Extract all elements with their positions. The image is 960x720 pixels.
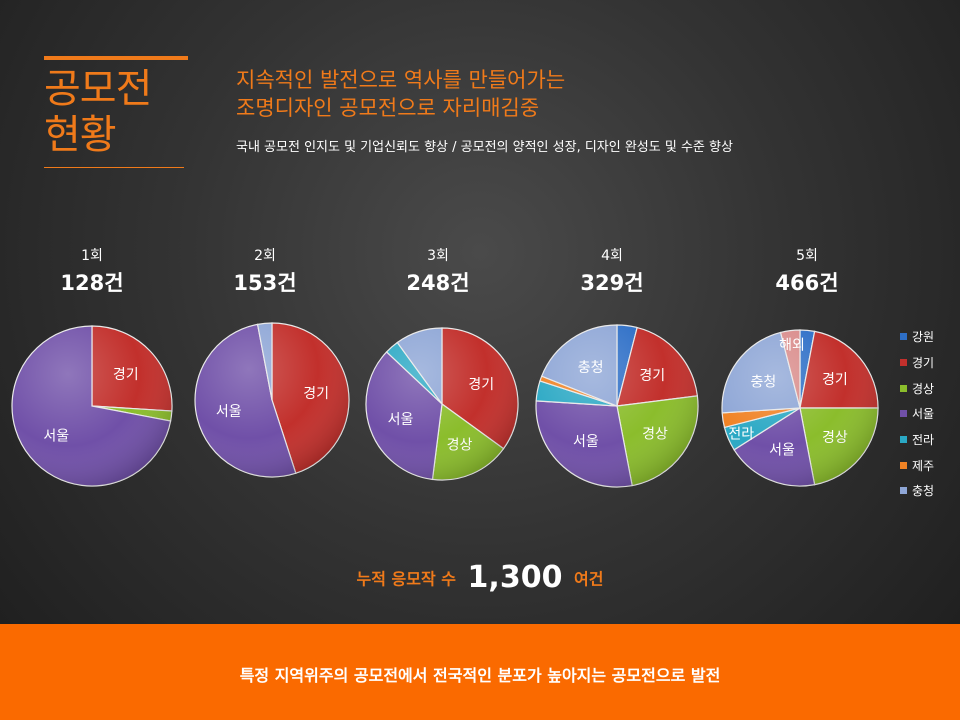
pie-round: 3회 (427, 248, 449, 264)
legend-label: 경기 (912, 356, 935, 371)
pie-round: 1회 (81, 248, 103, 264)
pie-header-5: 5회 466건 (737, 245, 877, 297)
legend-swatch (900, 359, 907, 367)
legend-item: 제주 (900, 452, 934, 478)
footer-banner (0, 624, 960, 720)
legend-label: 경상 (912, 381, 935, 396)
pie-count: 466건 (775, 271, 839, 295)
legend-label: 강원 (912, 330, 935, 345)
pie-header-4: 4회 329건 (542, 245, 682, 297)
pie-round: 5회 (796, 248, 818, 264)
legend-swatch (900, 384, 907, 392)
pie-gloss (722, 330, 878, 486)
pie-count: 153건 (233, 271, 297, 295)
pie-chart-4: 경기경상서울충청 (535, 324, 699, 488)
total-prefix: 누적 응모작 수 (356, 569, 456, 589)
pie-chart-5: 경기경상서울전라충청해외 (721, 329, 879, 487)
pie-count: 248건 (406, 271, 470, 295)
legend-swatch (900, 461, 907, 469)
legend-swatch (900, 436, 907, 444)
pie-gloss (12, 326, 172, 486)
pie-charts: 경기서울경기서울경기경상서울경기경상서울충청경기경상서울전라충청해외 (11, 322, 879, 488)
legend-item: 강원 (900, 324, 934, 350)
total-suffix: 여건 (574, 569, 604, 589)
total-value: 1,300 (467, 560, 563, 595)
pie-header-2: 2회 153건 (195, 245, 335, 297)
pie-count: 128건 (60, 271, 124, 295)
legend-label: 제주 (912, 458, 935, 473)
legend-swatch (900, 410, 907, 418)
legend-item: 경상 (900, 375, 934, 401)
title-underline (44, 167, 184, 168)
pie-gloss (195, 323, 349, 477)
pie-header-1: 1회 128건 (22, 245, 162, 297)
headline-line1: 지속적인 발전으로 역사를 만들어가는 (236, 68, 566, 92)
pie-header-3: 3회 248건 (368, 245, 508, 297)
page-title-line2: 현황 (44, 112, 117, 158)
legend-swatch (900, 487, 907, 495)
legend-item: 충청 (900, 478, 934, 504)
legend-item: 경기 (900, 350, 934, 376)
legend-label: 서울 (912, 407, 935, 422)
title-accent-bar (44, 56, 188, 60)
pie-count: 329건 (580, 271, 644, 295)
pie-round: 2회 (254, 248, 276, 264)
pie-gloss (536, 325, 698, 487)
legend-item: 전라 (900, 427, 934, 453)
legend-item: 서울 (900, 401, 934, 427)
pie-round: 4회 (601, 248, 623, 264)
pie-chart-1: 경기서울 (11, 325, 173, 487)
page-title-line1: 공모전 (44, 66, 152, 112)
footer-text: 특정 지역위주의 공모전에서 전국적인 분포가 높아지는 공모전으로 발전 (239, 666, 721, 685)
headline: 지속적인 발전으로 역사를 만들어가는 조명디자인 공모전으로 자리매김중 (236, 66, 565, 122)
legend-swatch (900, 333, 907, 341)
page-title: 공모전 현황 (44, 66, 194, 158)
legend-label: 충청 (912, 484, 935, 499)
subheadline: 국내 공모전 인지도 및 기업신뢰도 향상 / 공모전의 양적인 성장, 디자인… (236, 140, 733, 155)
pie-chart-2: 경기서울 (194, 322, 350, 478)
total-submissions: 누적 응모작 수 1,300 여건 (0, 560, 960, 595)
headline-line2: 조명디자인 공모전으로 자리매김중 (236, 96, 540, 120)
legend-label: 전라 (912, 433, 935, 448)
pie-gloss (366, 328, 518, 480)
